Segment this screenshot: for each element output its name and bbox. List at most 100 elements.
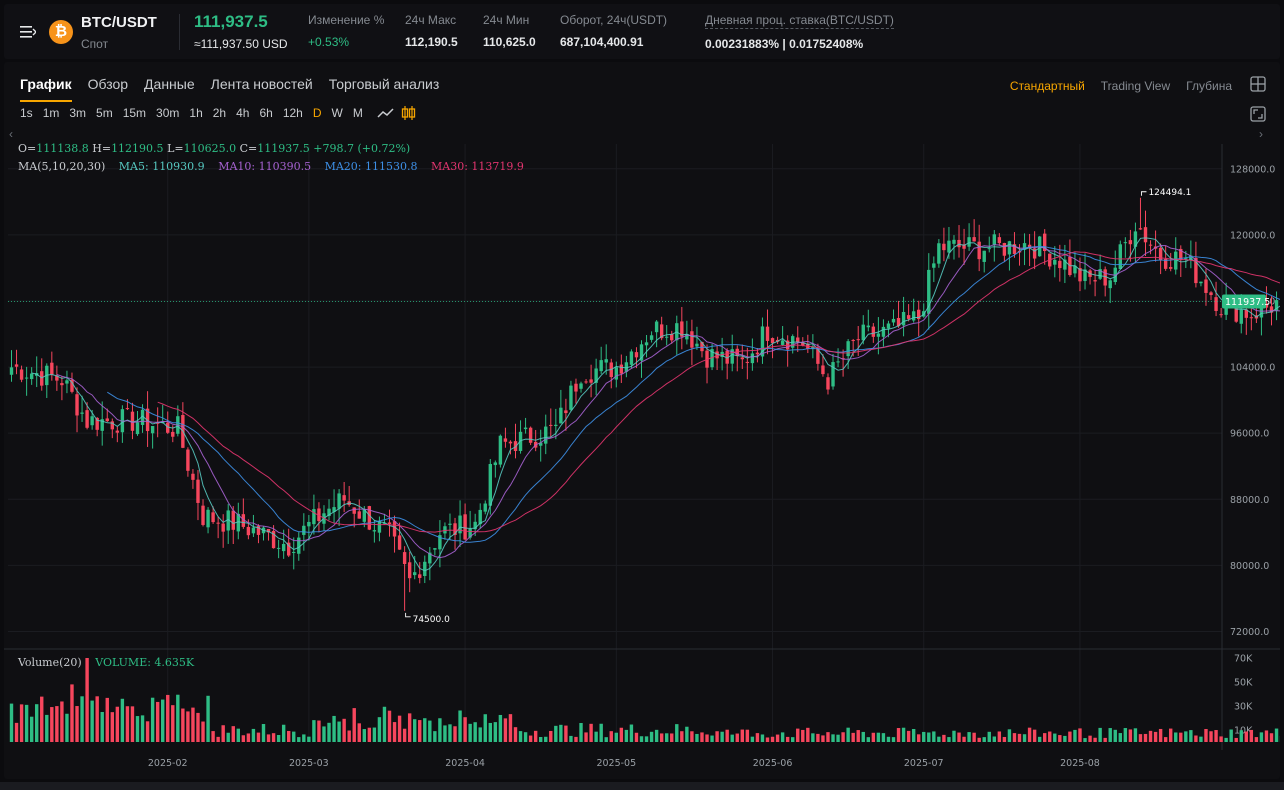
volume-bar	[1179, 732, 1183, 742]
volume-bar	[594, 731, 598, 742]
volume-bar	[135, 716, 140, 742]
volume-bar	[302, 734, 306, 742]
interval-1d[interactable]: D	[312, 106, 322, 120]
volume-bar	[216, 736, 220, 742]
volume-bar	[256, 732, 261, 742]
candle-body	[1234, 300, 1238, 322]
interval-1w[interactable]: W	[331, 106, 343, 120]
pair-name[interactable]: BTC/USDT	[81, 14, 157, 31]
candle-body	[513, 441, 518, 451]
volume-bar	[271, 733, 276, 742]
candle-body	[211, 512, 215, 523]
view-depth[interactable]: Глубина	[1186, 79, 1232, 93]
volume-bar	[458, 710, 462, 742]
tab-news[interactable]: Лента новостей	[210, 76, 313, 92]
volume-bar	[9, 703, 14, 742]
candle-body	[952, 239, 956, 244]
candle-body	[9, 367, 14, 375]
candle-body	[307, 521, 311, 527]
candle-body	[735, 348, 739, 357]
interval-5m[interactable]: 5m	[96, 106, 113, 120]
x-tick-label: 2025-03	[289, 758, 329, 769]
volume-bar	[841, 732, 845, 742]
candle-body	[861, 324, 865, 341]
stat-funding-rate[interactable]: Дневная проц. ставка(BTC/USDT) 0.0023188…	[705, 13, 894, 51]
interval-15m[interactable]: 15m	[122, 106, 147, 120]
ma20-line	[107, 245, 1280, 543]
tab-data[interactable]: Данные	[144, 76, 195, 92]
candle-body	[206, 509, 210, 528]
layout-grid-icon[interactable]	[1250, 76, 1266, 92]
volume-bar	[851, 732, 855, 742]
candle-body	[216, 522, 220, 524]
candle-body	[337, 493, 341, 509]
volume-bar	[478, 727, 482, 742]
volume-bar	[952, 730, 956, 742]
candle-body	[186, 449, 190, 471]
view-tradingview[interactable]: Trading View	[1100, 79, 1171, 93]
volume-bar	[261, 724, 266, 742]
tab-trading-analysis[interactable]: Торговый анализ	[328, 76, 440, 92]
interval-30m[interactable]: 30m	[156, 106, 180, 120]
tab-chart[interactable]: График	[20, 76, 72, 102]
candle-body	[1138, 228, 1143, 230]
volume-bar	[957, 732, 961, 742]
candle-body	[1027, 244, 1032, 249]
candle-body	[281, 543, 286, 552]
candle-body	[680, 321, 684, 337]
candle-body	[780, 340, 785, 345]
candle-body	[594, 368, 598, 383]
volume-bar	[402, 728, 407, 742]
candle-body	[236, 513, 240, 532]
interval-6h[interactable]: 6h	[259, 106, 273, 120]
candle-body	[266, 528, 271, 533]
volume-bar	[599, 723, 603, 742]
volume-bar	[35, 704, 39, 742]
chevron-right-icon[interactable]: ›	[1259, 127, 1263, 141]
candle-body	[937, 243, 941, 264]
interval-1s[interactable]: 1s	[20, 106, 33, 120]
candle-body	[1128, 240, 1133, 245]
volume-bar	[831, 734, 835, 742]
volume-bar	[1022, 734, 1027, 742]
candle-body	[428, 552, 432, 564]
interval-4h[interactable]: 4h	[236, 106, 250, 120]
volume-bar	[125, 706, 130, 742]
candle-body	[942, 243, 946, 251]
candle-body	[982, 250, 986, 262]
volume-bar	[1194, 735, 1198, 742]
line-chart-icon[interactable]	[377, 106, 395, 120]
candle-body	[1169, 267, 1173, 269]
volume-bar	[886, 736, 891, 742]
volume-bar	[166, 694, 170, 742]
volume-value: VOLUME: 4.635K	[95, 656, 195, 669]
tab-overview[interactable]: Обзор	[87, 76, 129, 92]
volume-bar	[1098, 727, 1102, 742]
volume-bar	[307, 736, 311, 742]
volume-bar	[1133, 728, 1138, 742]
candlestick-icon[interactable]	[399, 106, 417, 120]
interval-1mo[interactable]: M	[352, 106, 363, 120]
candle-body	[564, 410, 568, 414]
volume-bar	[29, 716, 34, 742]
volume-bar	[241, 735, 246, 742]
menu-icon[interactable]	[20, 25, 36, 39]
candle-body	[387, 522, 392, 525]
interval-2h[interactable]: 2h	[212, 106, 227, 120]
interval-12h[interactable]: 12h	[282, 106, 303, 120]
view-standard[interactable]: Стандартный	[1009, 79, 1085, 93]
volume-bar	[453, 726, 457, 742]
interval-3m[interactable]: 3m	[69, 106, 87, 120]
volume-bar	[40, 696, 44, 742]
volume-bar	[821, 735, 825, 742]
candle-body	[685, 334, 689, 340]
volume-bar	[891, 737, 896, 742]
chevron-left-icon[interactable]: ‹	[9, 127, 13, 141]
candle-body	[972, 237, 976, 242]
interval-1h[interactable]: 1h	[189, 106, 203, 120]
interval-1m[interactable]: 1m	[42, 106, 60, 120]
candlestick-chart[interactable]: 128000.0120000.0112000.0104000.096000.08…	[4, 62, 1280, 779]
header-divider	[179, 14, 180, 50]
candle-body	[549, 424, 553, 426]
fullscreen-icon[interactable]	[1250, 106, 1266, 122]
